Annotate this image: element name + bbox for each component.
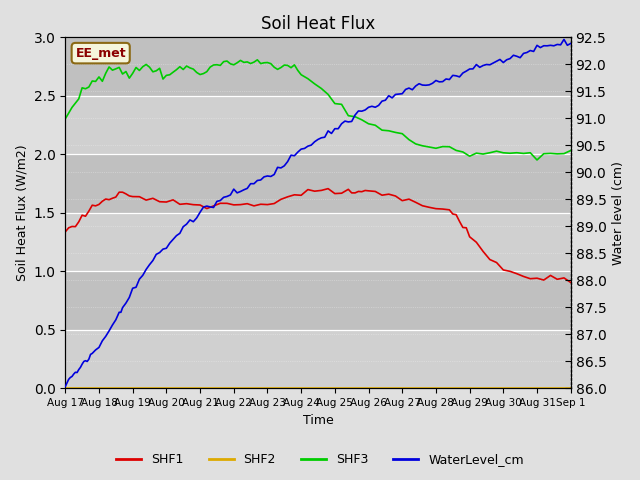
Legend: SHF1, SHF2, SHF3, WaterLevel_cm: SHF1, SHF2, SHF3, WaterLevel_cm xyxy=(111,448,529,471)
Y-axis label: Water level (cm): Water level (cm) xyxy=(612,161,625,265)
Bar xyxy=(65,155,571,213)
Title: Soil Heat Flux: Soil Heat Flux xyxy=(261,15,375,33)
Bar xyxy=(65,37,571,96)
Y-axis label: Soil Heat Flux (W/m2): Soil Heat Flux (W/m2) xyxy=(15,144,28,281)
Bar xyxy=(65,96,571,155)
Text: EE_met: EE_met xyxy=(76,47,126,60)
X-axis label: Time: Time xyxy=(303,414,333,427)
Bar xyxy=(65,330,571,388)
Bar xyxy=(65,213,571,271)
Bar xyxy=(65,271,571,330)
